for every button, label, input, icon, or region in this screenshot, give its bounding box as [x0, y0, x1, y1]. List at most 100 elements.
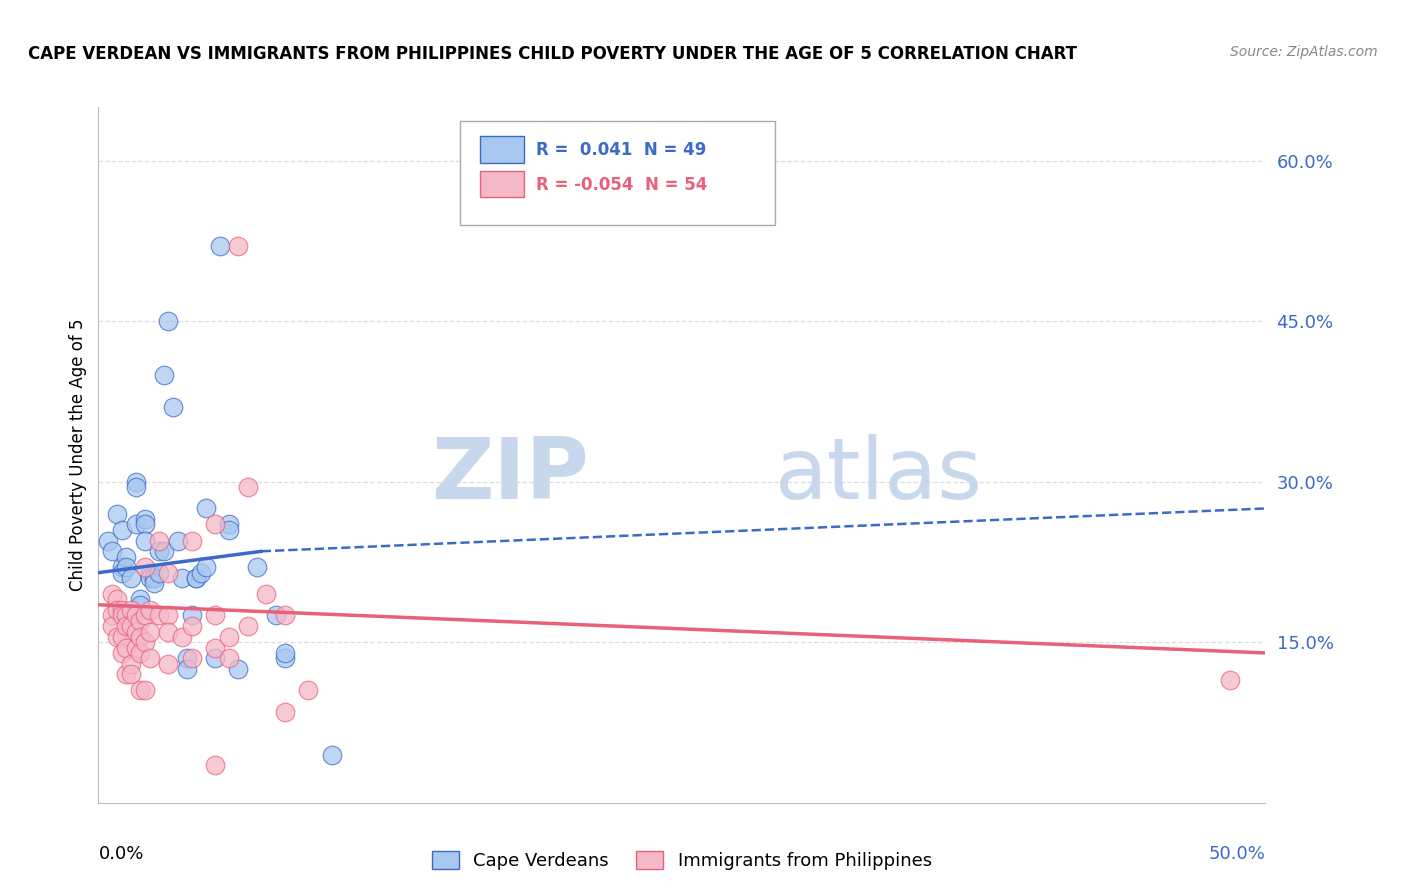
Point	[125, 640, 148, 655]
Point	[111, 523, 134, 537]
Point	[111, 566, 134, 580]
Point	[111, 630, 134, 644]
Point	[120, 619, 142, 633]
Point	[125, 624, 148, 639]
Point	[180, 619, 202, 633]
Point	[190, 566, 212, 580]
Point	[143, 571, 166, 585]
Point	[129, 646, 152, 660]
Point	[101, 619, 124, 633]
Point	[115, 640, 138, 655]
Point	[134, 533, 156, 548]
Point	[208, 239, 231, 253]
Point	[105, 592, 128, 607]
Point	[120, 603, 142, 617]
Point	[125, 608, 148, 623]
Point	[134, 560, 156, 574]
Point	[176, 662, 198, 676]
Point	[264, 608, 287, 623]
Point	[139, 624, 162, 639]
Point	[186, 571, 208, 585]
Point	[204, 651, 226, 665]
Point	[115, 619, 138, 633]
Point	[236, 619, 259, 633]
Text: R =  0.041  N = 49: R = 0.041 N = 49	[536, 141, 706, 159]
FancyBboxPatch shape	[479, 136, 524, 162]
Point	[228, 239, 250, 253]
Point	[115, 667, 138, 681]
Point	[139, 651, 162, 665]
Point	[152, 368, 174, 382]
Point	[246, 560, 269, 574]
Point	[172, 571, 194, 585]
Point	[105, 507, 128, 521]
Point	[204, 758, 226, 772]
Point	[148, 608, 170, 623]
Text: 0.0%: 0.0%	[98, 845, 143, 863]
Point	[111, 646, 134, 660]
Point	[204, 640, 226, 655]
Point	[218, 630, 240, 644]
Text: 50.0%: 50.0%	[1209, 845, 1265, 863]
Point	[274, 608, 297, 623]
Point	[157, 657, 180, 671]
Point	[218, 517, 240, 532]
Point	[134, 635, 156, 649]
Point	[129, 683, 152, 698]
Point	[143, 576, 166, 591]
Point	[111, 560, 134, 574]
Point	[204, 608, 226, 623]
Point	[256, 587, 278, 601]
Point	[129, 592, 152, 607]
Point	[180, 608, 202, 623]
Point	[321, 747, 343, 762]
Point	[125, 480, 148, 494]
Legend: Cape Verdeans, Immigrants from Philippines: Cape Verdeans, Immigrants from Philippin…	[425, 844, 939, 877]
Point	[204, 517, 226, 532]
Point	[139, 603, 162, 617]
Point	[111, 603, 134, 617]
Point	[101, 587, 124, 601]
Point	[157, 566, 180, 580]
FancyBboxPatch shape	[479, 171, 524, 197]
Point	[152, 544, 174, 558]
Point	[176, 651, 198, 665]
Point	[157, 624, 180, 639]
Point	[186, 571, 208, 585]
Text: CAPE VERDEAN VS IMMIGRANTS FROM PHILIPPINES CHILD POVERTY UNDER THE AGE OF 5 COR: CAPE VERDEAN VS IMMIGRANTS FROM PHILIPPI…	[28, 45, 1077, 62]
Point	[120, 657, 142, 671]
Point	[120, 571, 142, 585]
Point	[139, 566, 162, 580]
Point	[180, 651, 202, 665]
Point	[139, 571, 162, 585]
Point	[115, 549, 138, 564]
Point	[115, 608, 138, 623]
Point	[111, 608, 134, 623]
Point	[218, 651, 240, 665]
Point	[115, 560, 138, 574]
Text: Source: ZipAtlas.com: Source: ZipAtlas.com	[1230, 45, 1378, 59]
Y-axis label: Child Poverty Under the Age of 5: Child Poverty Under the Age of 5	[69, 318, 87, 591]
Point	[134, 608, 156, 623]
Text: ZIP: ZIP	[430, 434, 589, 517]
Point	[274, 705, 297, 719]
Point	[172, 630, 194, 644]
Point	[120, 608, 142, 623]
Point	[105, 630, 128, 644]
Point	[228, 662, 250, 676]
Point	[194, 560, 217, 574]
Point	[148, 544, 170, 558]
Text: R = -0.054  N = 54: R = -0.054 N = 54	[536, 176, 707, 194]
Point	[129, 598, 152, 612]
Point	[157, 314, 180, 328]
Point	[194, 501, 217, 516]
Point	[129, 630, 152, 644]
Point	[1219, 673, 1241, 687]
Point	[125, 517, 148, 532]
Point	[162, 400, 184, 414]
Point	[101, 608, 124, 623]
Point	[157, 608, 180, 623]
Point	[180, 533, 202, 548]
Point	[274, 651, 297, 665]
Point	[297, 683, 319, 698]
